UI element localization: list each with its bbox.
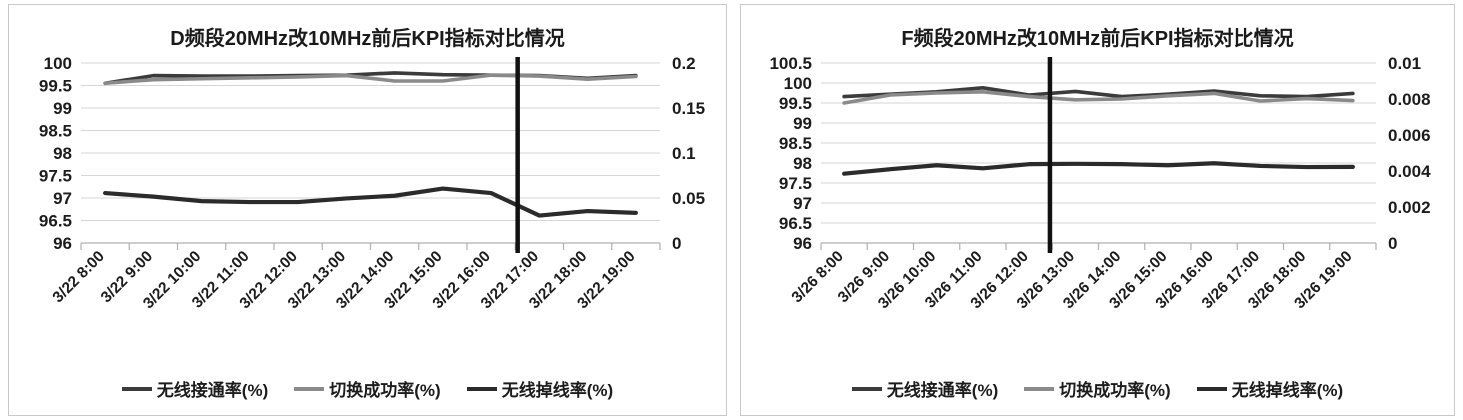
series-line (103, 186, 638, 218)
legend-swatch-icon (466, 386, 497, 391)
legend-swatch-icon (1196, 386, 1227, 391)
series-line (103, 73, 638, 86)
x-axis-tick-label: 3/22 8:00 (50, 248, 108, 306)
legend-swatch-icon (1024, 386, 1055, 391)
chart-card-d-band: D频段20MHz改10MHz前后KPI指标对比情况 96 96.5 97 97.5 98… (8, 4, 727, 416)
y-axis-right-tick-label: 0.2 (672, 54, 696, 73)
legend-label: 无线接通率(%) (156, 381, 269, 400)
y-axis-left-tick-label: 100 (784, 74, 812, 93)
chart-title-d-band: D频段20MHz改10MHz前后KPI指标对比情况 (170, 28, 565, 50)
y-axis-right-tick-label: 0.1 (672, 144, 696, 163)
line-chart-d-band: 96 96.5 97 97.5 98 98.5 99 99.5 100 0 0.05 0.1 0.15 0… (39, 54, 705, 312)
legend-swatch-icon (294, 386, 325, 391)
plot-area-f-band: 96 96.5 97 97.5 98 98.5 99 99.5 100 100.5 0 0.002 0.… (741, 51, 1454, 351)
y-axis-right-tick-label: 0 (1388, 234, 1397, 253)
y-axis-left-tick-label: 99.5 (39, 77, 72, 96)
y-axis-left-tick-label: 96 (793, 234, 812, 253)
y-axis-left-tick-label: 96.5 (779, 214, 812, 233)
legend-label: 无线掉线率(%) (501, 381, 614, 400)
y-axis-left-tick-label: 100 (44, 54, 72, 73)
series-line (842, 161, 1355, 176)
y-axis-left-tick-label: 97 (53, 189, 72, 208)
y-axis-left-tick-label: 98 (793, 154, 812, 173)
series-line (842, 89, 1355, 105)
x-axis-tick-label-group: 3/22 8:00 (50, 248, 108, 306)
legend-item[interactable]: 无线掉线率(%) (466, 376, 614, 401)
y-axis-left-tick-label: 97 (793, 194, 812, 213)
chart-legend-f-band: 无线接通率(%) 切换成功率(%) 无线掉线率(%) (741, 376, 1454, 401)
y-axis-left-tick-label: 100.5 (769, 54, 812, 73)
legend-item[interactable]: 切换成功率(%) (1024, 376, 1171, 401)
y-axis-right-tick-label: 0.004 (1388, 162, 1431, 181)
y-axis-left-tick-label: 98.5 (39, 122, 72, 141)
y-axis-left-tick-label: 97.5 (39, 167, 72, 186)
legend-item[interactable]: 无线接通率(%) (851, 376, 999, 401)
chart-title-f-band: F频段20MHz改10MHz前后KPI指标对比情况 (901, 28, 1294, 50)
y-axis-right-tick-label: 0.05 (672, 189, 705, 208)
legend-swatch-icon (121, 386, 152, 391)
y-axis-left-tick-label: 99.5 (779, 94, 812, 113)
y-axis-left-tick-label: 96.5 (39, 212, 72, 231)
legend-label: 无线接通率(%) (886, 381, 999, 400)
y-axis-left-tick-label: 98 (53, 144, 72, 163)
chart-legend-d-band: 无线接通率(%) 切换成功率(%) 无线掉线率(%) (9, 376, 726, 401)
y-axis-left-tick-label: 98.5 (779, 134, 812, 153)
y-axis-right-tick-label: 0.01 (1388, 54, 1421, 73)
plot-area-d-band: 96 96.5 97 97.5 98 98.5 99 99.5 100 0 0.05 0.1 0.15 0… (9, 51, 726, 351)
legend-item[interactable]: 无线掉线率(%) (1196, 376, 1344, 401)
y-axis-left-tick-label: 96 (53, 234, 72, 253)
legend-label: 无线掉线率(%) (1231, 381, 1344, 400)
chart-card-f-band: F频段20MHz改10MHz前后KPI指标对比情况 96 96.5 97 97.5 98… (740, 4, 1455, 416)
legend-label: 切换成功率(%) (1059, 381, 1171, 400)
y-axis-left-tick-label: 99 (53, 99, 72, 118)
y-axis-right-tick-label: 0.002 (1388, 198, 1431, 217)
legend-item[interactable]: 切换成功率(%) (294, 376, 441, 401)
legend-item[interactable]: 无线接通率(%) (121, 376, 269, 401)
y-axis-right-tick-label: 0.15 (672, 99, 705, 118)
legend-label: 切换成功率(%) (329, 381, 441, 400)
y-axis-right-tick-label: 0 (672, 234, 681, 253)
y-axis-right-tick-label: 0.006 (1388, 126, 1431, 145)
y-axis-left-tick-label: 99 (793, 114, 812, 133)
y-axis-left-tick-label: 97.5 (779, 174, 812, 193)
y-axis-right-tick-label: 0.008 (1388, 90, 1431, 109)
legend-swatch-icon (851, 386, 882, 391)
